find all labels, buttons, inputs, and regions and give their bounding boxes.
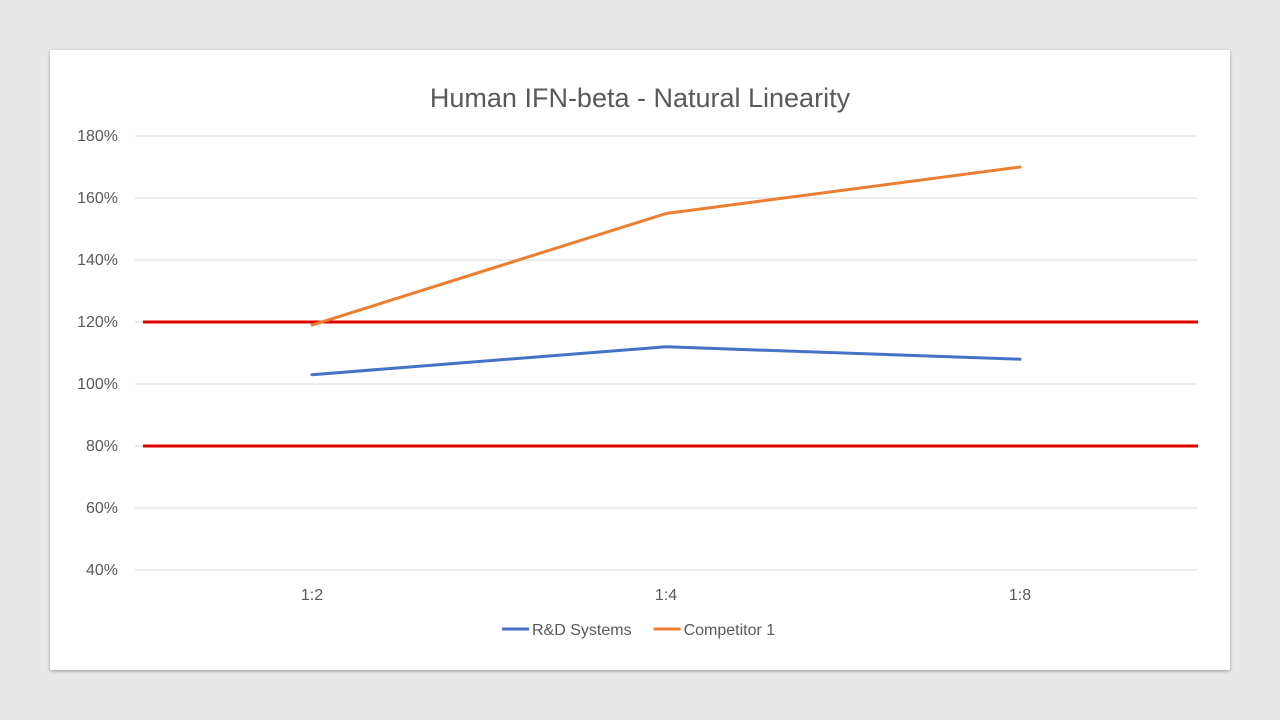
series-lines (310, 165, 1022, 377)
y-tick-label: 120% (77, 314, 118, 331)
chart-title: Human IFN-beta - Natural Linearity (430, 83, 851, 113)
series-line (310, 165, 1022, 327)
y-tick-label: 100% (77, 376, 118, 393)
y-tick-label: 180% (77, 128, 118, 145)
gridlines (135, 135, 1197, 571)
y-tick-label: 40% (86, 562, 118, 579)
x-axis-labels: 1:2 1:4 1:8 (301, 587, 1031, 604)
x-tick-label: 1:8 (1009, 587, 1031, 604)
y-tick-label: 140% (77, 252, 118, 269)
legend-label: Competitor 1 (684, 622, 776, 639)
chart-card (50, 50, 1230, 670)
y-tick-label: 80% (86, 438, 118, 455)
legend: R&D Systems Competitor 1 (502, 622, 775, 639)
y-tick-label: 160% (77, 190, 118, 207)
x-tick-label: 1:2 (301, 587, 323, 604)
x-tick-label: 1:4 (655, 587, 677, 604)
legend-label: R&D Systems (532, 622, 632, 639)
y-tick-label: 60% (86, 500, 118, 517)
y-axis-labels: 40% 60% 80% 100% 120% 140% 160% 180% (77, 128, 118, 579)
series-line (310, 345, 1022, 377)
